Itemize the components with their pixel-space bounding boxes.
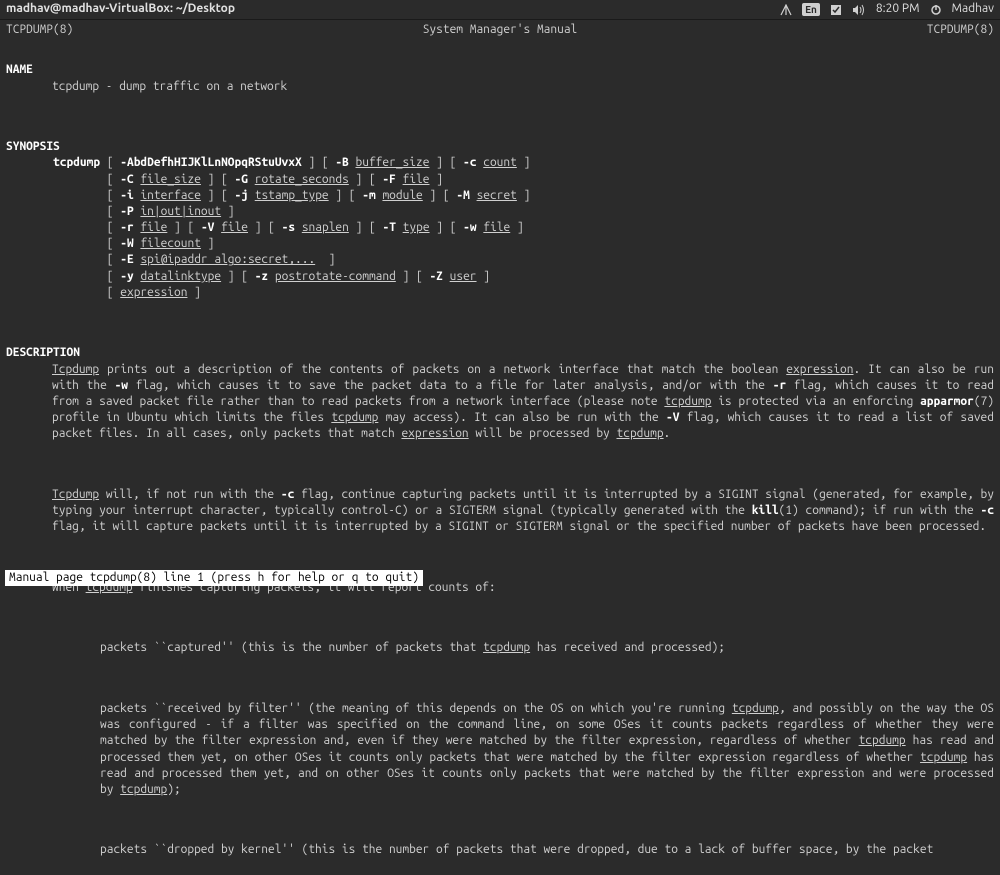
man-header-right: TCPDUMP(8) [668, 22, 994, 38]
man-header-left: TCPDUMP(8) [6, 22, 332, 38]
man-header: TCPDUMP(8) System Manager's Manual TCPDU… [0, 20, 1000, 46]
volume-icon[interactable] [852, 4, 866, 16]
name-text: tcpdump - dump traffic on a network [6, 79, 994, 95]
man-content: NAME tcpdump - dump traffic on a network… [0, 46, 1000, 875]
desc-para-4: packets ``captured'' (this is the number… [6, 640, 994, 656]
window-title: madhav@madhav-VirtualBox: ~/Desktop [6, 1, 235, 17]
man-header-center: System Manager's Manual [332, 22, 668, 38]
pager-status: Manual page tcpdump(8) line 1 (press h f… [5, 570, 423, 586]
synopsis-block: tcpdump [ -AbdDefhHIJKlLnNOpqRStuUvxX ] … [6, 155, 994, 301]
network-icon[interactable] [780, 4, 792, 16]
keyboard-lang-icon[interactable]: En [802, 3, 820, 17]
clock[interactable]: 8:20 PM [876, 1, 920, 17]
desc-para-1: Tcpdump prints out a description of the … [6, 362, 994, 443]
window-titlebar: madhav@madhav-VirtualBox: ~/Desktop En 8… [0, 0, 1000, 20]
desc-para-6: packets ``dropped by kernel'' (this is t… [6, 842, 994, 858]
section-description: DESCRIPTION [6, 346, 80, 359]
desc-para-5: packets ``received by filter'' (the mean… [6, 701, 994, 798]
power-icon[interactable] [930, 4, 942, 16]
section-name: NAME [6, 63, 33, 76]
desc-para-2: Tcpdump will, if not run with the -c fla… [6, 487, 994, 536]
updates-icon[interactable] [830, 4, 842, 16]
user-name[interactable]: Madhav [952, 1, 994, 17]
system-tray: En 8:20 PM Madhav [780, 1, 994, 17]
section-synopsis: SYNOPSIS [6, 140, 60, 153]
